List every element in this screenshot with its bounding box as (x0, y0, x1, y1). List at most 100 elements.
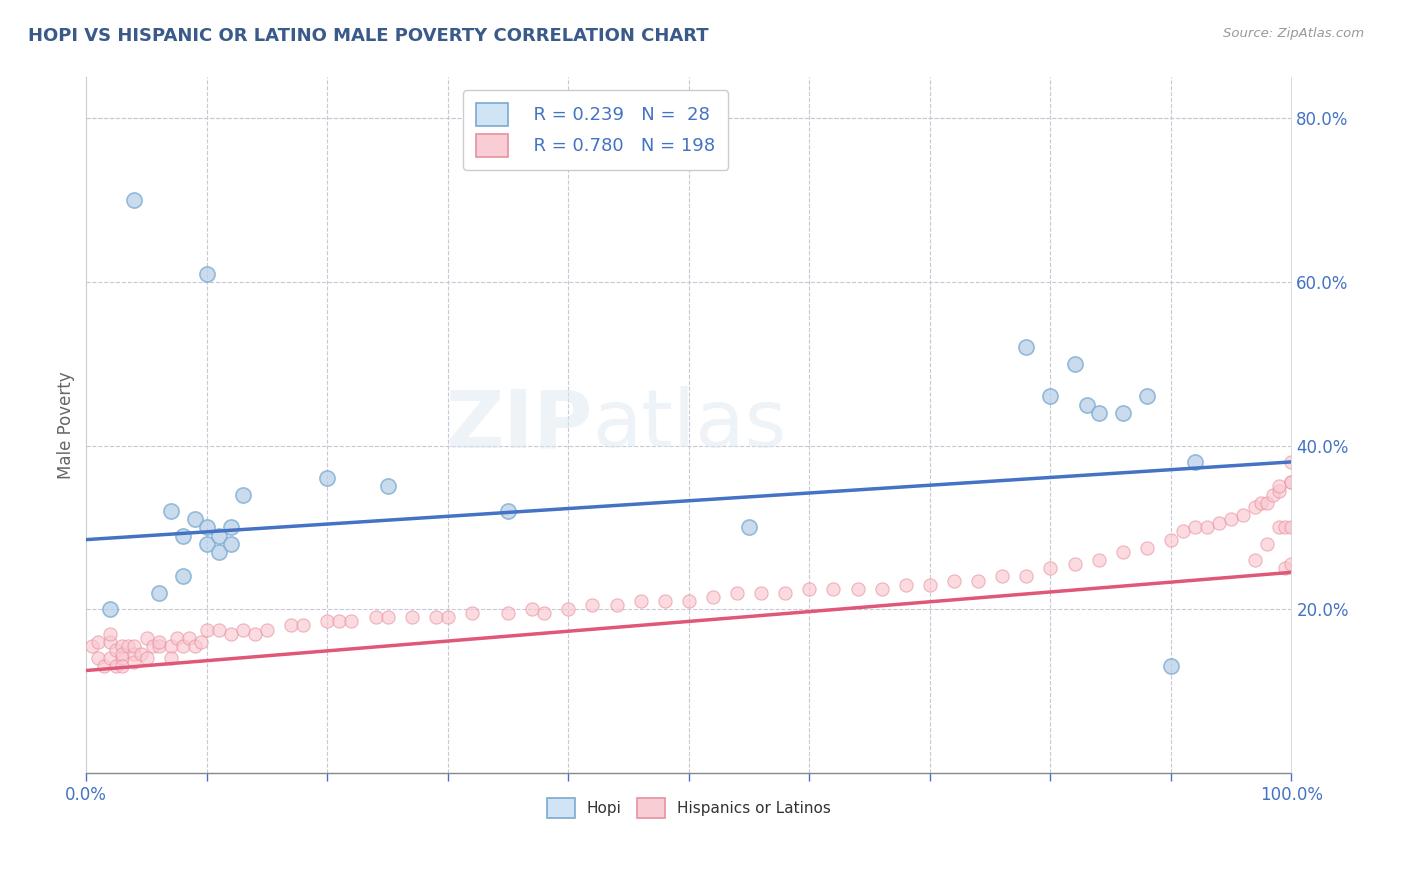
Point (135, 651, 157, 665)
Point (377, 610, 399, 624)
Point (1281, 475, 1303, 490)
Point (208, 623, 231, 637)
Point (1274, 520, 1296, 534)
Point (105, 659, 128, 673)
Point (1281, 520, 1303, 534)
Point (461, 606, 484, 620)
Point (775, 586, 797, 600)
Point (1281, 557, 1303, 571)
Point (1208, 516, 1230, 531)
Point (401, 610, 423, 624)
Point (232, 488, 254, 502)
Point (533, 606, 555, 620)
Point (557, 602, 579, 616)
Point (1112, 545, 1135, 559)
Point (292, 618, 315, 632)
Point (967, 574, 990, 588)
Text: ZIP: ZIP (446, 386, 592, 464)
Point (1087, 553, 1109, 567)
Point (159, 651, 181, 665)
Point (184, 639, 207, 653)
Point (232, 623, 254, 637)
Point (172, 639, 194, 653)
Point (316, 615, 339, 629)
Point (1268, 520, 1291, 534)
Point (105, 643, 128, 657)
Point (93, 659, 115, 673)
Point (124, 193, 146, 207)
Point (100, 635, 122, 649)
Point (1256, 496, 1278, 510)
Point (208, 545, 231, 559)
Point (1220, 512, 1243, 526)
Point (142, 639, 165, 653)
Point (1160, 533, 1182, 547)
Point (159, 504, 181, 518)
Point (316, 471, 339, 485)
Point (1244, 553, 1267, 567)
Point (1281, 475, 1303, 490)
Point (1063, 357, 1085, 371)
Legend: Hopi, Hispanics or Latinos: Hopi, Hispanics or Latinos (541, 792, 837, 824)
Point (846, 582, 869, 596)
Point (1171, 524, 1194, 539)
Point (1256, 537, 1278, 551)
Text: HOPI VS HISPANIC OR LATINO MALE POVERTY CORRELATION CHART: HOPI VS HISPANIC OR LATINO MALE POVERTY … (28, 27, 709, 45)
Point (1063, 557, 1085, 571)
Point (148, 586, 170, 600)
Point (195, 623, 218, 637)
Point (1160, 659, 1182, 673)
Point (219, 626, 242, 640)
Point (678, 594, 700, 608)
Point (208, 528, 231, 542)
Point (1015, 340, 1038, 354)
Point (117, 639, 139, 653)
Point (124, 647, 146, 661)
Point (364, 610, 387, 624)
Point (1232, 508, 1254, 522)
Point (1268, 479, 1291, 493)
Point (111, 659, 134, 673)
Point (82, 639, 104, 653)
Point (749, 586, 772, 600)
Point (437, 610, 460, 624)
Point (702, 590, 724, 604)
Point (1039, 389, 1062, 403)
Point (606, 598, 628, 612)
Point (581, 598, 603, 612)
Point (195, 267, 218, 281)
Point (124, 639, 146, 653)
Point (1076, 398, 1098, 412)
Point (1274, 561, 1296, 575)
Point (148, 639, 170, 653)
Point (124, 655, 146, 669)
Point (377, 479, 399, 493)
Point (1087, 406, 1109, 420)
Point (340, 615, 363, 629)
Point (654, 594, 676, 608)
Point (100, 626, 122, 640)
Y-axis label: Male Poverty: Male Poverty (58, 371, 75, 479)
Point (159, 639, 181, 653)
Point (243, 626, 266, 640)
Point (522, 602, 544, 616)
Point (148, 635, 170, 649)
Point (991, 569, 1014, 583)
Point (219, 520, 242, 534)
Point (111, 639, 134, 653)
Point (496, 606, 519, 620)
Point (184, 512, 207, 526)
Point (1039, 561, 1062, 575)
Point (195, 520, 218, 534)
Point (166, 631, 188, 645)
Point (894, 577, 917, 591)
Point (1112, 406, 1135, 420)
Point (190, 635, 212, 649)
Point (111, 651, 134, 665)
Point (1268, 483, 1291, 498)
Point (172, 569, 194, 583)
Point (799, 582, 821, 596)
Point (870, 582, 893, 596)
Point (943, 574, 966, 588)
Point (256, 623, 278, 637)
